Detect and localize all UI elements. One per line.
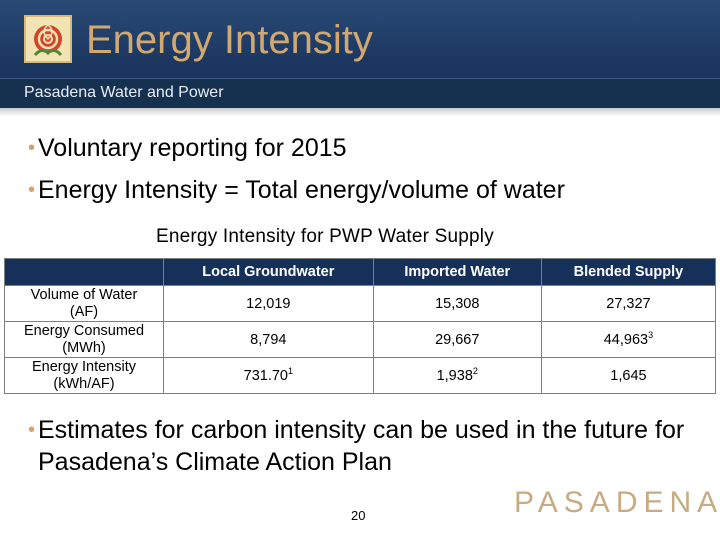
row-label-unit: (kWh/AF)	[53, 375, 115, 392]
bullet-dot-icon: •	[28, 179, 36, 201]
table-cell: 1,645	[540, 357, 717, 394]
table-cell: 8,794	[163, 321, 374, 358]
cell-value: 12,019	[246, 295, 291, 312]
row-label-unit: (AF)	[69, 303, 99, 320]
rose-logo-icon	[24, 15, 72, 63]
footnote-mark: 3	[648, 329, 654, 340]
cell-value: 27,327	[606, 295, 651, 312]
subtitle-bar	[0, 78, 720, 109]
row-label: Energy Consumed (MWh)	[4, 321, 164, 358]
column-header: Imported Water	[372, 258, 542, 286]
table-cell: 44,9633	[540, 321, 717, 358]
bullet-dot-icon: •	[28, 137, 36, 159]
energy-intensity-table: Local Groundwater Imported Water Blended…	[4, 258, 717, 394]
cell-value: 1,938	[436, 367, 473, 384]
row-label: Volume of Water (AF)	[4, 285, 164, 322]
table-cell: 12,019	[163, 285, 374, 322]
bullet-item: • Voluntary reporting for 2015	[28, 132, 678, 164]
row-label-line: Volume of Water	[30, 286, 138, 303]
table-header-row: Local Groundwater Imported Water Blended…	[4, 258, 717, 286]
bullet-item: • Estimates for carbon intensity can be …	[28, 414, 688, 478]
cell-value: 731.70	[243, 367, 288, 384]
column-header: Local Groundwater	[163, 258, 374, 286]
table-row: Energy Consumed (MWh) 8,794 29,667 44,96…	[4, 321, 717, 358]
slide-subtitle: Pasadena Water and Power	[24, 84, 224, 101]
table-cell: 15,308	[372, 285, 542, 322]
pasadena-brand-logo: PASADENA	[514, 486, 720, 519]
page-number: 20	[351, 508, 366, 523]
header-shadow	[0, 108, 720, 116]
bullet-text: Energy Intensity = Total energy/volume o…	[38, 176, 565, 204]
bullet-dot-icon: •	[28, 419, 36, 441]
table-row: Energy Intensity (kWh/AF) 731.701 1,9382…	[4, 357, 717, 394]
cell-value: 15,308	[435, 295, 480, 312]
column-header: Blended Supply	[540, 258, 717, 286]
footnote-mark: 1	[288, 365, 294, 376]
bullet-item: • Energy Intensity = Total energy/volume…	[28, 174, 638, 206]
table-cell: 1,9382	[372, 357, 542, 394]
table-cell: 731.701	[163, 357, 374, 394]
row-label-line: Energy Intensity	[32, 358, 136, 375]
table-row: Volume of Water (AF) 12,019 15,308 27,32…	[4, 285, 717, 322]
slide-title: Energy Intensity	[86, 18, 373, 62]
row-label-unit: (MWh)	[62, 339, 106, 356]
row-label-line: Energy Consumed	[23, 322, 145, 339]
table-caption: Energy Intensity for PWP Water Supply	[156, 226, 494, 247]
cell-value: 8,794	[250, 331, 287, 348]
row-label: Energy Intensity (kWh/AF)	[4, 357, 164, 394]
table-cell: 27,327	[540, 285, 717, 322]
footnote-mark: 2	[472, 365, 478, 376]
cell-value: 44,963	[603, 331, 649, 348]
bullet-text: Voluntary reporting for 2015	[38, 134, 347, 162]
column-header	[4, 258, 164, 286]
bullet-text: Estimates for carbon intensity can be us…	[38, 416, 685, 476]
cell-value: 29,667	[435, 331, 480, 348]
table-cell: 29,667	[372, 321, 542, 358]
cell-value: 1,645	[610, 367, 647, 384]
